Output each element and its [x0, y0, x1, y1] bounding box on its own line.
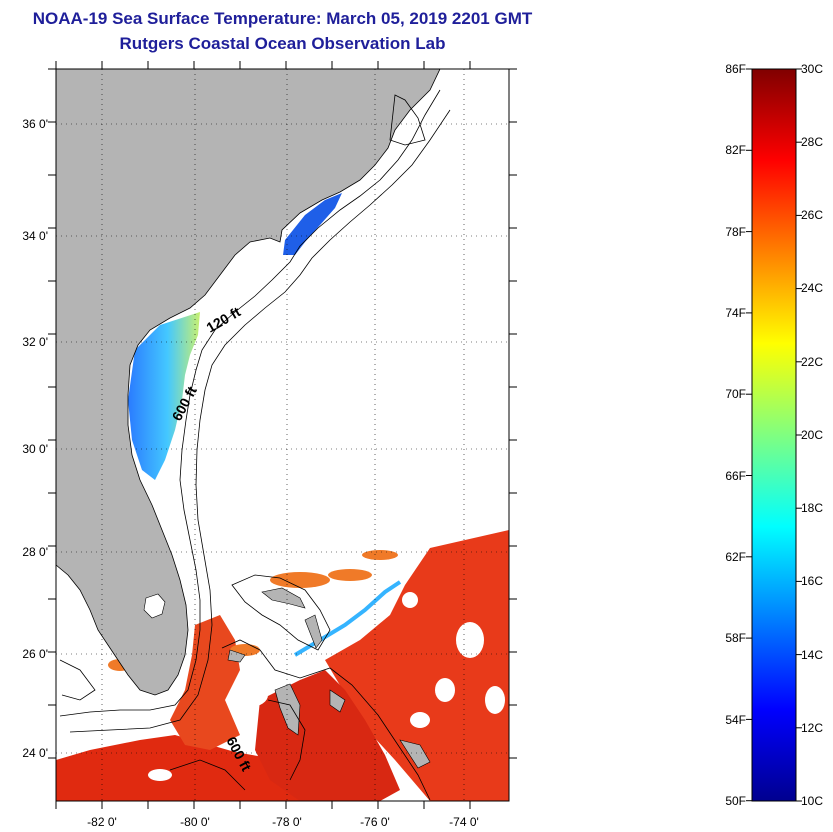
fahrenheit-label: 58F — [725, 631, 746, 645]
lon-label: -80 0' — [180, 815, 210, 829]
celsius-label: 18C — [801, 501, 823, 515]
fahrenheit-label: 74F — [725, 306, 746, 320]
celsius-label: 22C — [801, 355, 823, 369]
warm-patches — [108, 550, 398, 671]
lat-label: 34 0' — [22, 229, 48, 243]
celsius-label: 30C — [801, 62, 823, 76]
colorbar-fahrenheit-labels: 86F 82F 78F 74F 70F 66F 62F 58F 54F 50F — [725, 62, 746, 808]
fahrenheit-label: 78F — [725, 225, 746, 239]
map-border — [55, 68, 510, 802]
celsius-label: 28C — [801, 135, 823, 149]
map-subtitle: Rutgers Coastal Ocean Observation Lab — [119, 34, 446, 53]
land-mainland — [56, 69, 441, 696]
lon-label: -82 0' — [87, 815, 117, 829]
map-gridlines — [56, 69, 509, 801]
fahrenheit-label: 62F — [725, 550, 746, 564]
celsius-label: 14C — [801, 648, 823, 662]
latitude-labels: 36 0' 34 0' 32 0' 30 0' 28 0' 26 0' 24 0… — [22, 117, 48, 760]
colorbar-ticks — [746, 68, 802, 802]
lon-label: -76 0' — [360, 815, 390, 829]
cool-water-nc — [283, 193, 342, 255]
lat-label: 26 0' — [22, 647, 48, 661]
colorbar-celsius-labels: 30C 28C 26C 24C 22C 20C 18C 16C 14C 12C … — [801, 62, 823, 808]
lon-label: -74 0' — [449, 815, 479, 829]
map-ticks — [48, 61, 517, 809]
colorbar — [751, 68, 797, 802]
lat-label: 30 0' — [22, 442, 48, 456]
fahrenheit-label: 70F — [725, 387, 746, 401]
fahrenheit-label: 82F — [725, 143, 746, 157]
bahamas-islands — [227, 587, 431, 769]
celsius-label: 20C — [801, 428, 823, 442]
fahrenheit-label: 54F — [725, 713, 746, 727]
isobath-contours — [59, 89, 451, 801]
celsius-label: 16C — [801, 574, 823, 588]
map-title: NOAA-19 Sea Surface Temperature: March 0… — [32, 9, 533, 28]
celsius-label: 10C — [801, 794, 823, 808]
lon-label: -78 0' — [272, 815, 302, 829]
lake-okeechobee — [143, 593, 166, 619]
celsius-label: 12C — [801, 721, 823, 735]
lat-label: 36 0' — [22, 117, 48, 131]
lat-label: 24 0' — [22, 746, 48, 760]
celsius-label: 26C — [801, 208, 823, 222]
fahrenheit-label: 86F — [725, 62, 746, 76]
lat-label: 32 0' — [22, 335, 48, 349]
cool-water-shelf — [128, 312, 200, 480]
warm-water-straits — [170, 615, 240, 750]
cloud-holes — [148, 592, 505, 781]
lat-label: 28 0' — [22, 545, 48, 559]
fahrenheit-label: 50F — [725, 794, 746, 808]
longitude-labels: -82 0' -80 0' -78 0' -76 0' -74 0' — [87, 815, 479, 829]
fahrenheit-label: 66F — [725, 469, 746, 483]
celsius-label: 24C — [801, 281, 823, 295]
